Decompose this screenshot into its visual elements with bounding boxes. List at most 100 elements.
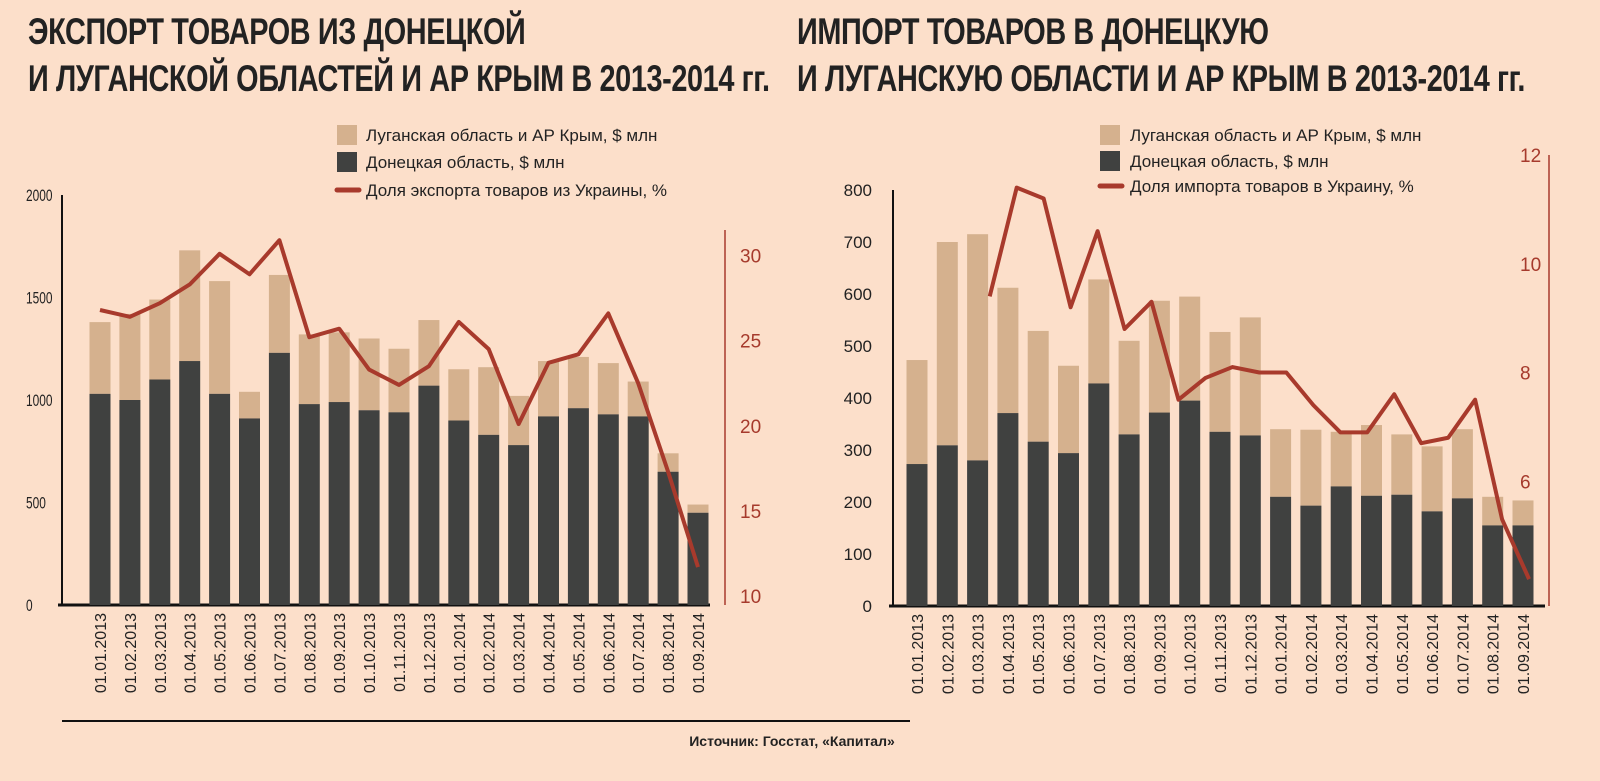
export-y2-tick-label: 20	[740, 417, 761, 438]
export-x-tick-label: 01.01.2014	[452, 613, 469, 693]
export-x-tick-label: 01.02.2013	[123, 613, 140, 693]
export-bar-donetsk	[538, 416, 559, 605]
export-x-tick-label: 01.06.2013	[243, 613, 260, 693]
import-bar-donetsk	[1209, 431, 1231, 606]
export-x-tick-label: 01.12.2013	[422, 613, 439, 693]
legend-share-label: Доля экспорта товаров из Украины, %	[366, 181, 667, 200]
legend-donetsk-swatch	[1100, 151, 1120, 171]
import-bar-luhansk	[1391, 434, 1413, 495]
export-x-tick-label: 01.08.2013	[302, 613, 319, 693]
export-bar-luhansk	[358, 338, 380, 411]
export-x-tick-label: 01.11.2013	[392, 613, 409, 692]
export-bar-donetsk	[298, 404, 320, 605]
export-y2-tick-label: 25	[740, 332, 761, 353]
export-bar-donetsk	[448, 420, 470, 605]
import-bar-donetsk	[1300, 505, 1322, 606]
import-y-tick-label: 100	[844, 545, 872, 564]
export-x-tick-label: 01.07.2014	[631, 613, 648, 693]
import-x-tick-label: 01.11.2013	[1213, 614, 1230, 693]
import-bar-luhansk	[1118, 340, 1140, 435]
import-y-tick-label: 300	[844, 441, 872, 460]
import-y-tick-label: 800	[844, 181, 872, 200]
export-bar-luhansk	[567, 356, 589, 409]
export-chart: 0 500 1000 1500 2000 10 15 20 25 30 01.01.2013 01.0…	[26, 125, 761, 693]
import-bar-donetsk	[1361, 495, 1382, 606]
export-bar-donetsk	[89, 393, 111, 605]
export-chart-title: ЭКСПОРТ ТОВАРОВ ИЗ ДОНЕЦКОЙ И ЛУГАНСКОЙ …	[28, 8, 770, 102]
legend-luhansk-label: Луганская область и АР Крым, $ млн	[1130, 126, 1421, 145]
import-bar-donetsk	[906, 464, 928, 606]
legend-donetsk-swatch	[337, 152, 357, 172]
export-bar-donetsk	[567, 408, 589, 605]
import-x-tick-label: 01.07.2014	[1455, 614, 1472, 694]
export-bar-luhansk	[687, 504, 709, 513]
import-bar-luhansk	[1027, 330, 1049, 442]
export-bar-luhansk	[179, 250, 201, 362]
import-x-tick-label: 01.06.2013	[1062, 614, 1079, 694]
import-bar-donetsk	[1148, 412, 1170, 606]
export-y-tick-label: 500	[26, 495, 46, 514]
import-bar-donetsk	[1421, 511, 1443, 606]
export-bar-donetsk	[508, 445, 530, 605]
import-bar-luhansk	[1512, 500, 1534, 526]
export-title-line-2: И ЛУГАНСКОЙ ОБЛАСТЕЙ И АР КРЫМ В 2013-20…	[28, 58, 770, 99]
export-bar-donetsk	[627, 416, 649, 605]
export-bar-luhansk	[328, 332, 350, 403]
export-title-line-1: ЭКСПОРТ ТОВАРОВ ИЗ ДОНЕЦКОЙ	[28, 11, 526, 52]
export-x-tick-label: 01.08.2014	[661, 613, 678, 693]
import-bar-donetsk	[1179, 400, 1201, 606]
export-x-tick-label: 01.09.2013	[332, 613, 349, 693]
import-bar-luhansk	[967, 234, 989, 461]
export-bar-donetsk	[478, 434, 500, 605]
import-chart: 0100200300400500600700800468101201.01.20…	[844, 125, 1550, 694]
import-bar-donetsk	[936, 445, 958, 606]
export-bar-donetsk	[209, 393, 231, 605]
import-bar-donetsk	[1451, 498, 1473, 606]
import-bar-luhansk	[1300, 429, 1322, 506]
export-bar-donetsk	[119, 400, 141, 605]
import-bar-luhansk	[906, 360, 928, 465]
import-bar-luhansk	[1451, 429, 1473, 499]
export-bar-luhansk	[149, 299, 171, 380]
export-x-tick-label: 01.03.2013	[153, 613, 170, 693]
import-x-tick-label: 01.01.2014	[1274, 614, 1291, 694]
export-bar-luhansk	[597, 363, 619, 415]
import-x-tick-label: 01.09.2013	[1152, 614, 1169, 694]
import-y-tick-label: 200	[844, 493, 872, 512]
export-y-tick-label: 0	[26, 597, 33, 616]
import-title-line-2: И ЛУГАНСКУЮ ОБЛАСТИ И АР КРЫМ В 2013-201…	[797, 58, 1526, 99]
export-bar-luhansk	[538, 361, 559, 417]
export-bar-donetsk	[268, 352, 290, 605]
import-bar-luhansk	[1239, 317, 1261, 436]
import-bar-luhansk	[1361, 425, 1382, 496]
export-bar-luhansk	[478, 367, 500, 435]
export-bar-donetsk	[328, 402, 350, 605]
export-bar-luhansk	[627, 381, 649, 417]
export-x-tick-label: 01.04.2013	[183, 613, 200, 693]
import-bar-donetsk	[997, 413, 1019, 606]
import-bar-luhansk	[1270, 429, 1292, 497]
import-x-tick-label: 01.02.2014	[1304, 614, 1321, 694]
import-bar-luhansk	[1330, 431, 1352, 487]
import-title-line-1: ИМПОРТ ТОВАРОВ В ДОНЕЦКУЮ	[797, 11, 1269, 52]
export-bar-luhansk	[298, 334, 320, 405]
export-x-tick-label: 01.07.2013	[272, 613, 289, 693]
export-y-tick-label: 1000	[26, 392, 52, 411]
export-bar-luhansk	[89, 322, 111, 394]
export-bar-luhansk	[448, 369, 470, 421]
export-bar-donetsk	[657, 471, 679, 605]
export-bar-luhansk	[388, 348, 410, 413]
import-bar-donetsk	[1088, 383, 1110, 606]
import-x-tick-label: 01.03.2013	[971, 614, 988, 694]
import-y-tick-label: 0	[863, 597, 872, 616]
export-x-tick-label: 01.05.2014	[571, 613, 588, 693]
import-y2-tick-label: 10	[1520, 255, 1541, 276]
import-x-tick-label: 01.10.2013	[1183, 614, 1200, 694]
export-bar-donetsk	[179, 361, 201, 605]
import-x-tick-label: 01.05.2013	[1031, 614, 1048, 694]
import-bar-donetsk	[1118, 434, 1140, 606]
export-bar-luhansk	[119, 313, 141, 400]
legend-donetsk-label: Донецкая область, $ млн	[1130, 152, 1329, 171]
import-x-tick-label: 01.03.2014	[1334, 614, 1351, 694]
